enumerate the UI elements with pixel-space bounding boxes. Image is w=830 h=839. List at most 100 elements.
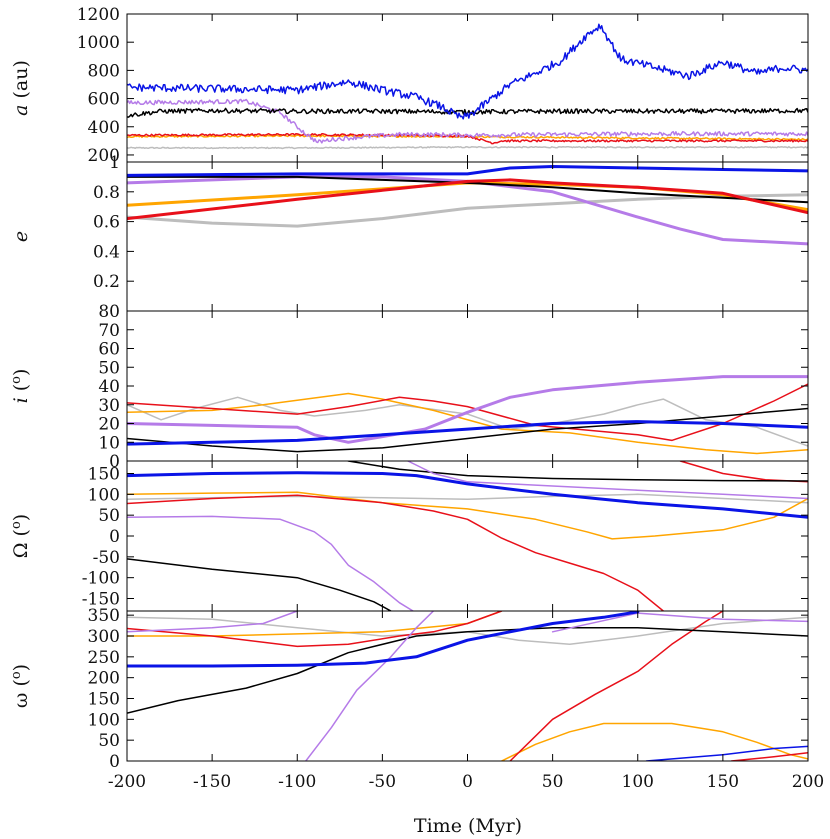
y-axis-label-text: (: [10, 384, 32, 397]
series-Omega-orange: [127, 491, 808, 540]
y-axis-label-close: ): [10, 369, 32, 376]
y-tick-label-e: 0.4: [93, 242, 120, 262]
y-tick-label-i: 10: [98, 433, 120, 453]
series-omega-blue: [127, 611, 640, 668]
series-omega-orange: [500, 722, 808, 761]
y-tick-label-omega: 250: [88, 648, 120, 668]
y-axis-label-a: a (au): [10, 60, 32, 116]
x-tick-label: -100: [278, 772, 316, 792]
y-tick-label-i: 80: [98, 302, 120, 322]
panel-e: 0.2 0.4 0.6 0.8 1 e: [10, 153, 809, 312]
y-tick-label-e: 0.8: [93, 183, 120, 203]
y-tick-label-i: 70: [98, 321, 120, 341]
y-tick-label-e: 1: [109, 153, 120, 173]
series-group-e: [127, 165, 808, 246]
series-group-a: [127, 23, 808, 150]
y-axis-label-i: i (o): [9, 369, 32, 404]
series-Omega-purple: [127, 515, 414, 611]
y-tick-label-i: 40: [98, 377, 120, 397]
y-tick-label-omega: 100: [88, 710, 120, 730]
y-tick-label-Omega: 0: [109, 527, 120, 547]
y-tick-label-i: 20: [98, 415, 120, 435]
y-tick-label-omega: 300: [88, 627, 120, 647]
series-Omega-black: [347, 461, 808, 482]
y-axis-label-Omega: Ω (o): [9, 514, 32, 558]
panel-a: 200 400 600 800 1000 1200 a (au): [10, 5, 809, 166]
series-omega-purple: [551, 612, 808, 633]
y-tick-label-i: 0: [109, 452, 120, 472]
y-axis-label-text: (au): [10, 60, 32, 104]
y-axis-label-italic: a: [10, 105, 32, 116]
y-axis-label-close: ): [10, 664, 32, 671]
y-axis-label-italic: e: [10, 231, 32, 242]
y-tick-label-e: 0.2: [93, 272, 120, 292]
y-tick-label-e: 0.6: [93, 213, 120, 233]
y-tick-label-i: 30: [98, 396, 120, 416]
y-tick-label-i: 50: [98, 358, 120, 378]
y-tick-label-omega: 200: [88, 669, 120, 689]
y-tick-label-Omega: 50: [98, 506, 120, 526]
series-e-purple: [127, 175, 808, 246]
series-Omega-red: [679, 461, 808, 483]
series-omega-purple: [305, 611, 435, 761]
y-tick-label-Omega: -150: [82, 590, 120, 610]
series-omega-blue: [645, 745, 808, 761]
y-axis-label-text: ω (: [10, 679, 32, 708]
panel-frame-omega: [126, 610, 809, 762]
y-tick-label-i: 60: [98, 340, 120, 360]
y-tick-label-omega: 350: [88, 606, 120, 626]
y-axis-label-close: ): [10, 514, 32, 521]
series-i-purple: [127, 375, 808, 444]
y-axis-label-degree: o: [9, 376, 24, 384]
x-tick-label: 100: [622, 772, 654, 792]
series-e-blue: [127, 165, 808, 177]
series-omega-purple: [127, 611, 299, 633]
x-tick-label: -200: [108, 772, 146, 792]
series-Omega-red: [127, 494, 665, 611]
series-group-i: [127, 375, 808, 455]
series-Omega-purple: [407, 461, 808, 500]
x-tick-label: 50: [542, 772, 564, 792]
y-tick-label-omega: 50: [98, 731, 120, 751]
x-tick-label: -150: [193, 772, 231, 792]
series-omega-black: [127, 626, 808, 714]
x-tick-label: 150: [707, 772, 739, 792]
x-tick-label: 0: [462, 772, 473, 792]
y-tick-label-a: 1200: [77, 5, 120, 25]
series-a-blue: [127, 23, 808, 120]
y-tick-label-Omega: 100: [88, 485, 120, 505]
series-i-black: [127, 407, 808, 453]
y-tick-label-a: 800: [88, 61, 120, 81]
series-e-black: [127, 175, 808, 204]
y-tick-label-Omega: -50: [93, 548, 120, 568]
y-tick-label-Omega: -100: [82, 569, 120, 589]
y-axis-label-text: Ω (: [10, 529, 32, 558]
series-i-blue: [127, 420, 808, 446]
y-axis-label-omega: ω (o): [9, 664, 32, 708]
series-omega-red: [509, 611, 724, 761]
y-tick-label-omega: 0: [109, 752, 120, 772]
y-tick-label-omega: 150: [88, 690, 120, 710]
y-tick-label-a: 200: [88, 146, 120, 166]
series-Omega-black: [127, 558, 392, 611]
y-axis-label-e: e: [10, 231, 32, 242]
y-axis-label-degree: o: [9, 671, 24, 679]
series-a-purple: [127, 98, 808, 144]
series-omega-red: [127, 611, 503, 648]
series-group-omega: [127, 611, 808, 761]
series-i-gray: [127, 396, 808, 447]
y-tick-label-a: 600: [88, 90, 120, 110]
series-Omega-blue: [127, 471, 808, 519]
series-i-orange: [127, 392, 808, 455]
series-a-gray: [127, 145, 808, 150]
y-axis-label-italic: i: [10, 397, 32, 403]
x-axis-label: Time (Myr): [414, 815, 522, 837]
y-tick-label-Omega: 150: [88, 465, 120, 485]
x-tick-label: -50: [369, 772, 396, 792]
series-omega-red: [730, 751, 808, 761]
series-e-red: [127, 178, 808, 221]
